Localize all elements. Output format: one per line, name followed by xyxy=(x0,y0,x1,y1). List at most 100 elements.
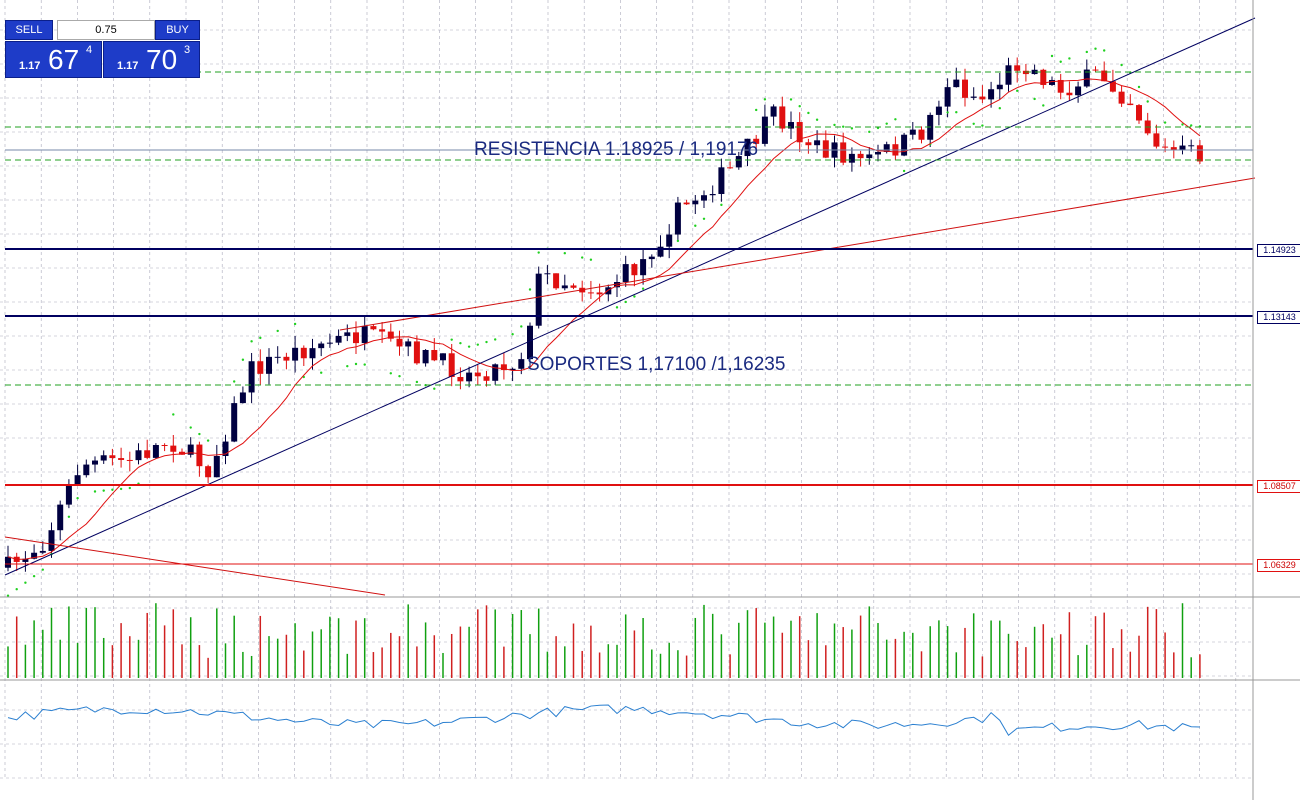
candle-body xyxy=(1127,103,1134,106)
candle-body xyxy=(413,341,420,364)
candle-body xyxy=(570,285,577,288)
candle-body xyxy=(1101,70,1108,82)
candle-body xyxy=(205,466,212,478)
level-label: 1.14923 xyxy=(1257,244,1300,257)
candle-body xyxy=(996,84,1003,90)
sell-price[interactable]: 1.17 67 4 xyxy=(5,41,102,78)
candle-body xyxy=(753,138,760,144)
sar-dot xyxy=(398,374,401,378)
candle-body xyxy=(587,292,594,294)
sar-dot xyxy=(1085,50,1089,54)
candle-body xyxy=(1170,147,1177,151)
candle-body xyxy=(796,122,803,143)
candle-body xyxy=(709,194,716,196)
candle-body xyxy=(1040,69,1047,85)
candle-body xyxy=(666,234,673,247)
candle-body xyxy=(553,273,560,289)
sar-dot xyxy=(485,340,488,344)
sar-dot xyxy=(189,426,192,429)
price-sup: 3 xyxy=(184,44,191,56)
candle-body xyxy=(387,331,394,339)
sar-dot xyxy=(511,333,514,336)
buy-price[interactable]: 1.17 70 3 xyxy=(103,41,200,78)
sar-dot xyxy=(615,306,619,309)
candle-body xyxy=(840,142,847,163)
sar-dot xyxy=(494,338,497,341)
candle-body xyxy=(735,156,742,168)
sar-dot xyxy=(581,256,584,259)
candle-body xyxy=(266,356,272,374)
candle-body xyxy=(5,556,11,568)
candle-body xyxy=(152,444,159,458)
candle-body xyxy=(361,326,368,344)
sar-dot xyxy=(1181,123,1184,126)
candle-body xyxy=(109,455,116,459)
sar-dot xyxy=(1163,121,1167,124)
candle-body xyxy=(901,134,908,156)
price-big: 67 xyxy=(48,44,80,75)
candle-body xyxy=(596,292,603,295)
sar-dot xyxy=(763,98,767,101)
sar-dot xyxy=(15,588,18,591)
candle-body xyxy=(509,368,516,371)
sar-dot xyxy=(93,490,97,493)
sar-dot xyxy=(842,125,845,128)
candle-body xyxy=(944,87,951,107)
candle-body xyxy=(135,450,142,461)
candle-body xyxy=(909,129,916,135)
candle-body xyxy=(274,356,281,358)
sar-dot xyxy=(1120,63,1123,67)
candle-body xyxy=(962,79,968,98)
candle-body xyxy=(674,202,681,235)
sar-dot xyxy=(102,489,105,492)
sar-dot xyxy=(450,338,453,341)
candle-body xyxy=(257,361,264,374)
sar-dot xyxy=(850,127,854,130)
sar-dot xyxy=(1190,124,1193,127)
candle-body xyxy=(1083,69,1090,87)
candle-body xyxy=(144,450,151,458)
candle-body xyxy=(83,464,90,476)
candle-body xyxy=(970,96,977,98)
sell-button[interactable]: SELL xyxy=(5,20,53,40)
sar-dot xyxy=(955,111,958,114)
sar-dot xyxy=(1146,100,1149,103)
candle-body xyxy=(744,138,751,157)
candle-body xyxy=(326,342,333,344)
trend-line xyxy=(339,177,1256,331)
candle-body xyxy=(770,106,777,117)
candle-body xyxy=(1109,81,1116,92)
sar-dot xyxy=(998,107,1001,110)
sar-dot xyxy=(868,130,871,134)
candle-body xyxy=(1153,133,1160,147)
sar-dot xyxy=(815,118,819,121)
sar-dot xyxy=(563,252,566,255)
candle-body xyxy=(692,200,699,205)
price-big: 70 xyxy=(146,44,178,75)
candle-body xyxy=(65,484,72,505)
candle-body xyxy=(883,144,890,152)
candle-body xyxy=(492,364,499,381)
sar-dot xyxy=(128,486,131,490)
sar-dot xyxy=(76,496,79,500)
sar-dot xyxy=(363,363,366,366)
sar-dot xyxy=(389,372,392,375)
candle-body xyxy=(466,372,473,382)
candle-body xyxy=(370,326,377,330)
sar-dot xyxy=(798,105,801,108)
candle-body xyxy=(187,444,194,455)
candle-body xyxy=(1049,79,1055,85)
candle-body xyxy=(518,359,525,369)
sar-dot xyxy=(415,380,419,384)
sar-dot xyxy=(946,111,949,114)
lot-input[interactable]: 0.75 xyxy=(57,20,155,40)
sar-dot xyxy=(233,380,236,383)
candle-body xyxy=(875,151,881,155)
buy-button[interactable]: BUY xyxy=(155,20,200,40)
sar-dot xyxy=(641,287,645,290)
candle-body xyxy=(822,140,829,158)
sar-dot xyxy=(1068,57,1071,60)
sar-dot xyxy=(720,203,723,207)
sar-dot xyxy=(354,362,358,366)
